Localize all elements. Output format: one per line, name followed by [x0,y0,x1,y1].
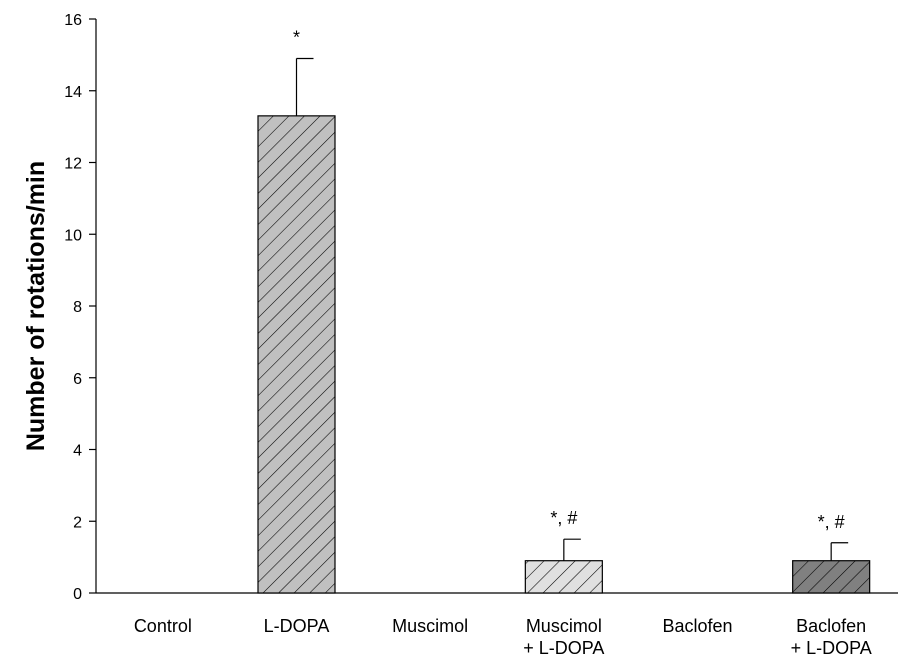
significance-label: *, # [550,508,577,528]
category-label: Baclofen [662,616,732,636]
significance-label: * [293,27,300,47]
bar-hatch [257,115,336,594]
y-tick-label: 14 [64,84,82,101]
y-tick-label: 4 [73,443,82,460]
category-label: Baclofen [796,616,866,636]
y-tick-label: 12 [64,156,82,173]
bar-hatch [524,560,603,594]
bars [257,57,871,594]
y-tick-label: 0 [73,586,82,603]
y-tick-label: 2 [73,514,82,531]
significance-label: *, # [818,512,845,532]
category-label: L-DOPA [264,616,330,636]
y-axis-label: Number of rotations/min [22,161,50,451]
category-label: Control [134,616,192,636]
bar-hatch [792,560,871,594]
y-tick-label: 10 [64,227,82,244]
axes [89,18,898,594]
y-tick-label: 8 [73,299,82,316]
category-label: + L-DOPA [523,638,604,656]
category-label: Muscimol [392,616,468,636]
labels: 0 2 4 6 8 10 12 14 16 Number of rotations/min Cont… [22,12,872,658]
y-tick-label: 16 [64,12,82,29]
y-tick-label: 6 [73,371,82,388]
category-label: + L-DOPA [791,638,872,656]
category-label: Muscimol [526,616,602,636]
